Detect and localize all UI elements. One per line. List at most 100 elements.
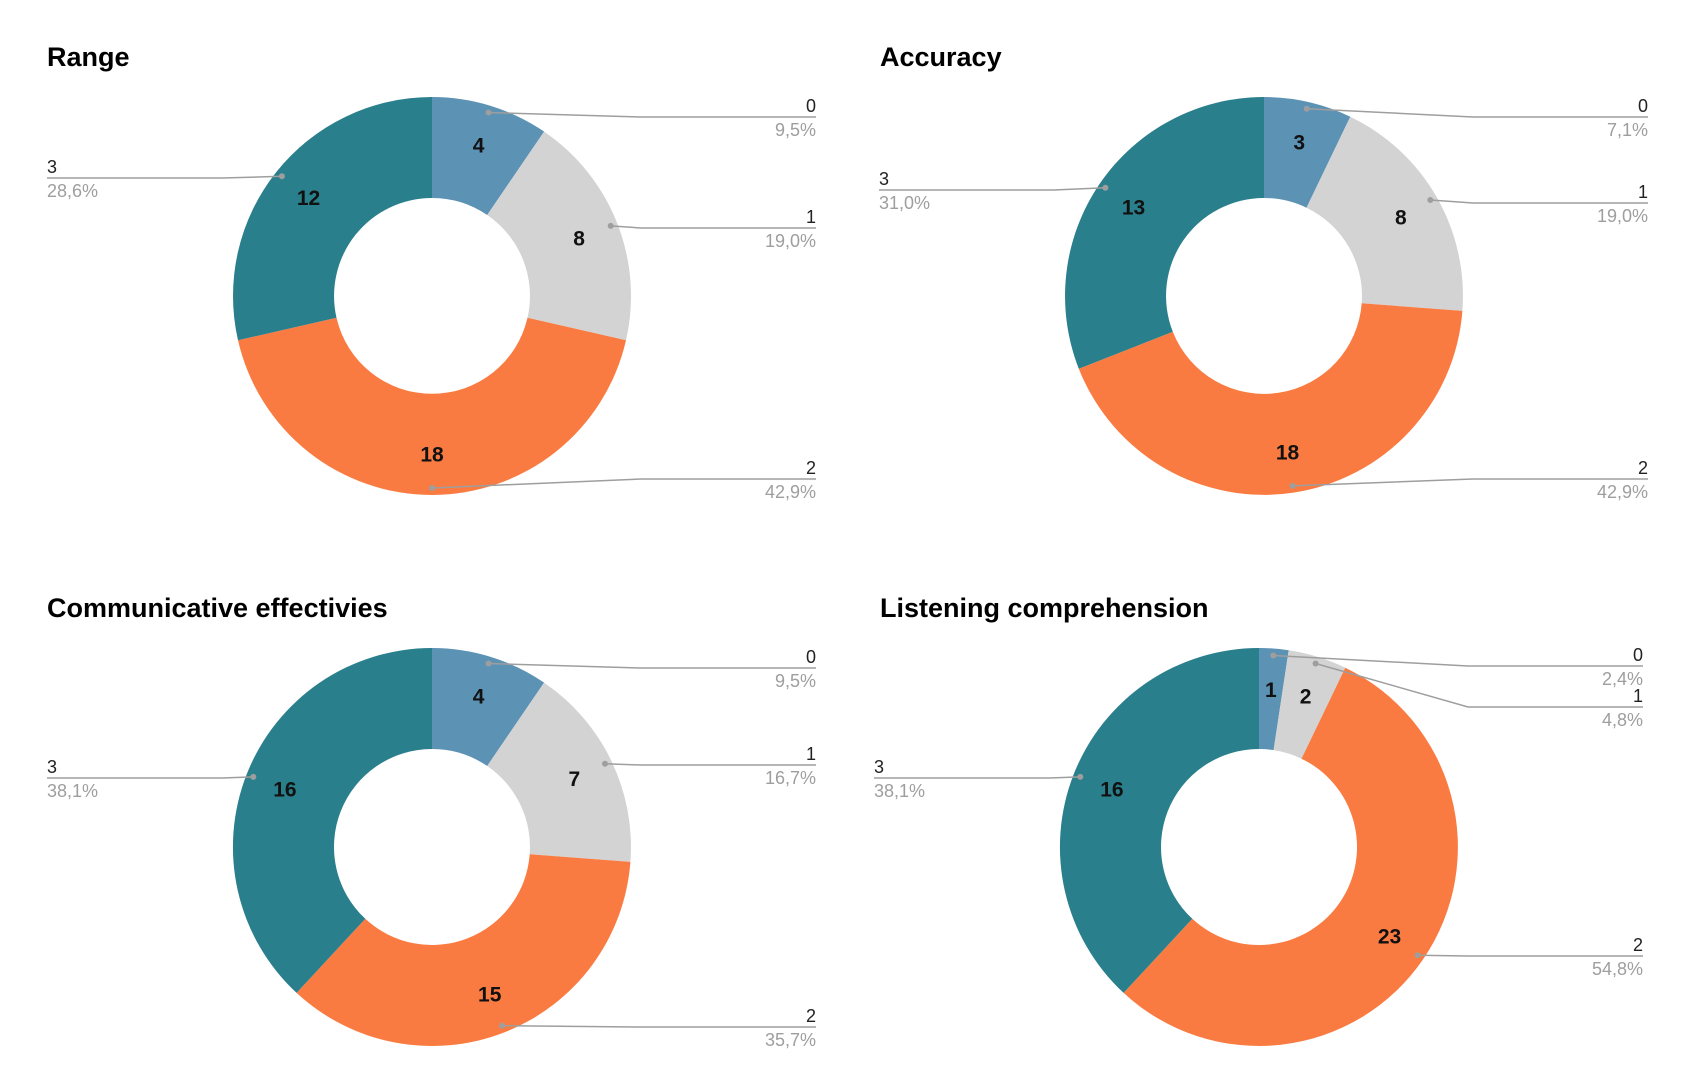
slice-count-label: 1 — [1265, 679, 1277, 702]
leader-dot — [1303, 105, 1310, 112]
category-label: 3 — [874, 757, 884, 777]
leader-line — [488, 662, 816, 669]
percent-label: 16,7% — [765, 768, 816, 788]
leader-dot — [1427, 197, 1434, 203]
slice-count-label: 15 — [478, 983, 502, 1006]
percent-label: 2,4% — [1602, 669, 1643, 689]
category-label: 2 — [806, 458, 816, 478]
category-label: 2 — [1638, 458, 1648, 478]
donut-segment-0 — [1259, 647, 1289, 751]
slice-count-label: 4 — [473, 134, 485, 157]
leader-line — [47, 776, 254, 779]
leader-line — [431, 478, 816, 489]
donut-segment-2 — [1078, 303, 1463, 495]
donut-segment-3 — [233, 97, 432, 341]
leader-line — [47, 175, 282, 179]
donut-segment-1 — [487, 131, 631, 341]
slice-count-label: 12 — [297, 187, 320, 210]
leader-line — [1273, 654, 1643, 667]
percent-label: 7,1% — [1607, 120, 1648, 140]
slice-count-label: 8 — [1395, 206, 1407, 229]
leader-dot — [1289, 482, 1296, 489]
slice-count-label: 23 — [1378, 925, 1401, 948]
leader-dot — [1312, 660, 1319, 667]
percent-label: 19,0% — [765, 231, 816, 251]
category-label: 0 — [1633, 645, 1643, 665]
percent-label: 54,8% — [1592, 959, 1643, 979]
donut-chart-communicative-effectivies: 0 9,5% 1 16,7% 2 35,7% 3 38,1% 4 7 15 16 — [47, 647, 816, 1050]
category-label: 1 — [806, 207, 816, 227]
slice-count-label: 8 — [573, 228, 585, 251]
category-label: 0 — [806, 647, 816, 667]
leader-line — [1315, 662, 1643, 708]
slice-count-label: 4 — [473, 685, 485, 708]
slice-count-label: 3 — [1293, 131, 1305, 154]
leader-dot — [602, 760, 608, 767]
donut-segment-0 — [432, 97, 545, 215]
donut-segment-1 — [1273, 650, 1346, 759]
slice-count-label: 16 — [1100, 779, 1123, 802]
category-label: 3 — [47, 757, 57, 777]
percent-label: 42,9% — [765, 482, 816, 502]
category-label: 0 — [1638, 96, 1648, 116]
category-label: 3 — [879, 169, 889, 189]
donut-chart-accuracy: 0 7,1% 1 19,0% 2 42,9% 3 31,0% 3 8 18 13 — [879, 96, 1648, 502]
leader-dot — [485, 109, 492, 116]
leader-line — [502, 1024, 816, 1028]
percent-label: 28,6% — [47, 181, 98, 201]
percent-label: 42,9% — [1597, 482, 1648, 502]
donut-segment-0 — [432, 648, 545, 766]
donut-chart-range: 0 9,5% 1 19,0% 2 42,9% 3 28,6% 4 8 18 12 — [47, 96, 816, 502]
category-label: 3 — [47, 157, 57, 177]
leader-line — [879, 187, 1106, 191]
percent-label: 4,8% — [1602, 710, 1643, 730]
donut-segment-1 — [487, 682, 631, 862]
slice-count-label: 18 — [1276, 442, 1300, 465]
slice-count-label: 16 — [273, 779, 296, 802]
donut-segment-0 — [1264, 97, 1351, 208]
percent-label: 31,0% — [879, 193, 930, 213]
chart-title-communicative-effectivies: Communicative effectivies — [47, 593, 388, 623]
category-label: 2 — [1633, 935, 1643, 955]
percent-label: 9,5% — [775, 671, 816, 691]
slice-count-label: 7 — [569, 768, 581, 791]
slice-count-label: 18 — [420, 443, 444, 466]
chart-title-listening-comprehension: Listening comprehension — [880, 593, 1209, 623]
category-label: 1 — [1633, 686, 1643, 706]
percent-label: 9,5% — [775, 120, 816, 140]
leader-line — [1430, 199, 1648, 204]
category-label: 0 — [806, 96, 816, 116]
leader-dot — [250, 773, 257, 780]
leader-dot — [1414, 952, 1421, 959]
donut-segment-1 — [1306, 116, 1463, 311]
slice-count-label: 13 — [1122, 196, 1145, 219]
leader-dot — [1077, 773, 1084, 780]
donut-segment-2 — [238, 317, 626, 495]
donut-segment-3 — [1059, 648, 1259, 993]
leader-line — [1292, 478, 1648, 487]
leader-line — [1306, 108, 1648, 118]
leader-dot — [1102, 184, 1109, 191]
leader-line — [488, 111, 816, 118]
chart-title-accuracy: Accuracy — [880, 42, 1002, 72]
donut-segment-3 — [232, 648, 432, 993]
donut-segment-3 — [1065, 97, 1264, 369]
percent-label: 35,7% — [765, 1030, 816, 1050]
leader-dot — [1270, 652, 1277, 659]
leader-dot — [485, 660, 492, 667]
percent-label: 19,0% — [1597, 206, 1648, 226]
leader-line — [604, 762, 816, 766]
leader-dot — [499, 1022, 506, 1029]
category-label: 2 — [806, 1006, 816, 1026]
category-label: 1 — [1638, 182, 1648, 202]
donut-segment-2 — [1123, 667, 1458, 1046]
percent-label: 38,1% — [47, 781, 98, 801]
chart-title-range: Range — [47, 42, 130, 72]
leader-dot — [429, 485, 435, 491]
leader-line — [610, 225, 816, 229]
category-label: 1 — [806, 744, 816, 764]
leader-line — [1417, 954, 1643, 957]
